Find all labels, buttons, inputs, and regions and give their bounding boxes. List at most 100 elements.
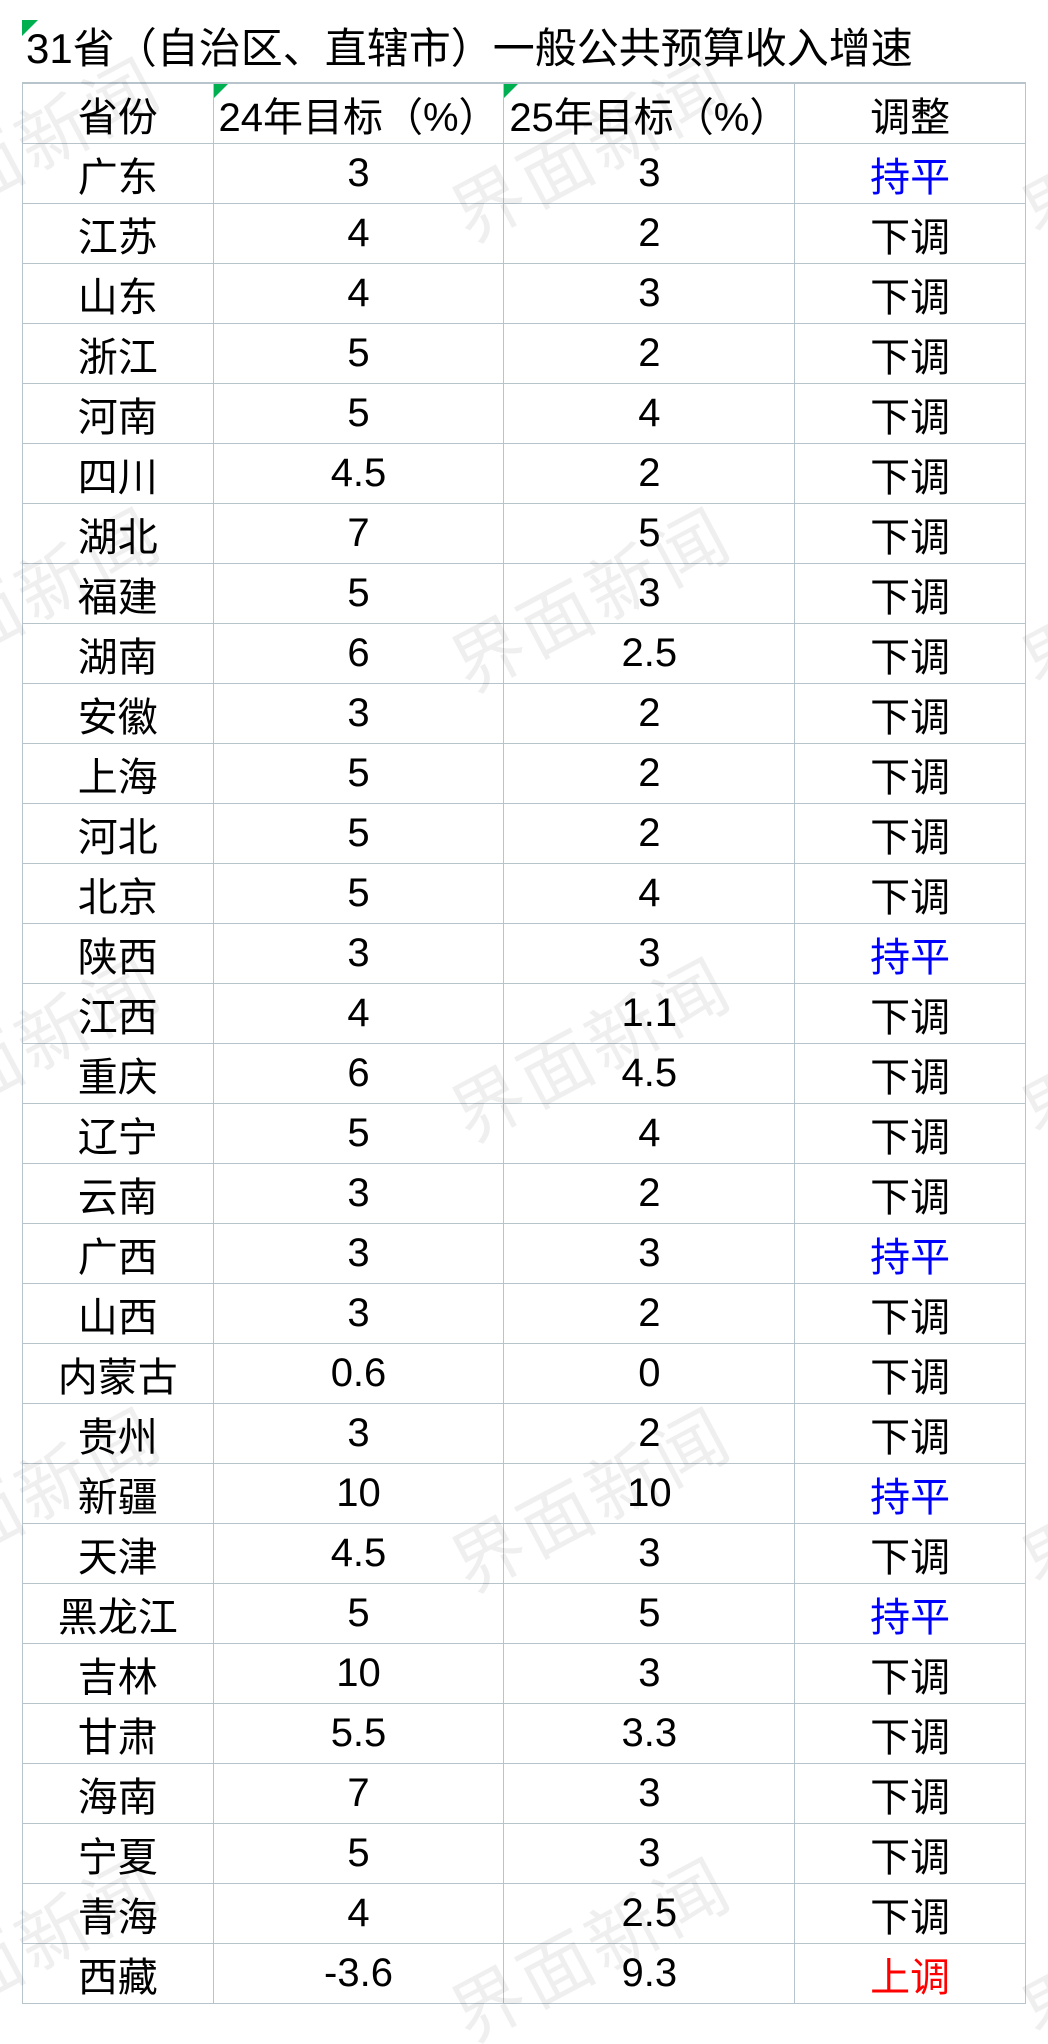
cell-2025-target: 3 [504,1764,795,1824]
cell-2025-target: 2 [504,744,795,804]
table-row: 黑龙江55持平 [23,1584,1026,1644]
cell-2024-target: 6 [213,624,504,684]
cell-province: 浙江 [23,324,214,384]
cell-2024-target: 4 [213,204,504,264]
cell-2025-target: 2 [504,204,795,264]
cell-adjustment: 下调 [795,1044,1026,1104]
table-row: 湖南62.5下调 [23,624,1026,684]
cell-2024-target: 3 [213,684,504,744]
cell-2025-target: 3 [504,1524,795,1584]
cell-province: 天津 [23,1524,214,1584]
cell-2024-target: 3 [213,1164,504,1224]
cell-2024-target: 5 [213,1824,504,1884]
cell-2025-target: 2 [504,1164,795,1224]
cell-2025-target: 4 [504,864,795,924]
cell-province: 重庆 [23,1044,214,1104]
cell-2025-target: 4 [504,384,795,444]
table-row: 宁夏53下调 [23,1824,1026,1884]
cell-province: 江西 [23,984,214,1044]
cell-adjustment: 下调 [795,1524,1026,1584]
table-row: 内蒙古0.60下调 [23,1344,1026,1404]
budget-table: 省份 24年目标（%） 25年目标（%） 调整 广东33持平江苏42下调山东43… [22,83,1026,2004]
table-row: 海南73下调 [23,1764,1026,1824]
cell-adjustment: 下调 [795,1404,1026,1464]
cell-province: 河南 [23,384,214,444]
cell-2024-target: -3.6 [213,1944,504,2004]
cell-province: 湖北 [23,504,214,564]
cell-2024-target: 5 [213,324,504,384]
cell-2024-target: 10 [213,1464,504,1524]
table-row: 吉林103下调 [23,1644,1026,1704]
cell-2024-target: 3 [213,1404,504,1464]
table-row: 河北52下调 [23,804,1026,864]
cell-2025-target: 5 [504,1584,795,1644]
cell-2025-target: 0 [504,1344,795,1404]
cell-adjustment: 下调 [795,1164,1026,1224]
table-row: 上海52下调 [23,744,1026,804]
cell-adjustment: 下调 [795,1824,1026,1884]
cell-2025-target: 3 [504,1644,795,1704]
table-row: 青海42.5下调 [23,1884,1026,1944]
cell-2025-target: 3 [504,144,795,204]
cell-2024-target: 5 [213,564,504,624]
cell-province: 新疆 [23,1464,214,1524]
cell-2025-target: 3 [504,924,795,984]
cell-adjustment: 持平 [795,1464,1026,1524]
cell-province: 陕西 [23,924,214,984]
cell-adjustment: 下调 [795,684,1026,744]
cell-adjustment: 下调 [795,384,1026,444]
cell-adjustment: 下调 [795,504,1026,564]
cell-2025-target: 9.3 [504,1944,795,2004]
cell-2025-target: 3 [504,564,795,624]
cell-2024-target: 5 [213,384,504,444]
cell-adjustment: 下调 [795,1344,1026,1404]
cell-adjustment: 持平 [795,1584,1026,1644]
table-row: 北京54下调 [23,864,1026,924]
cell-2025-target: 4 [504,1104,795,1164]
cell-2024-target: 10 [213,1644,504,1704]
page-container: 31省（自治区、直辖市）一般公共预算收入增速 省份 24年目标（%） 25年目标… [0,0,1048,2044]
cell-adjustment: 下调 [795,324,1026,384]
cell-adjustment: 持平 [795,924,1026,984]
table-row: 陕西33持平 [23,924,1026,984]
cell-adjustment: 下调 [795,744,1026,804]
cell-2025-target: 5 [504,504,795,564]
cell-adjustment: 下调 [795,804,1026,864]
table-row: 甘肃5.53.3下调 [23,1704,1026,1764]
cell-2024-target: 5 [213,864,504,924]
cell-2024-target: 5.5 [213,1704,504,1764]
cell-2024-target: 4.5 [213,1524,504,1584]
cell-adjustment: 下调 [795,1884,1026,1944]
table-row: 福建53下调 [23,564,1026,624]
col-header-2024-target: 24年目标（%） [213,84,504,144]
cell-province: 辽宁 [23,1104,214,1164]
table-row: 江西41.1下调 [23,984,1026,1044]
table-row: 新疆1010持平 [23,1464,1026,1524]
col-header-province: 省份 [23,84,214,144]
cell-adjustment: 下调 [795,864,1026,924]
cell-adjustment: 下调 [795,564,1026,624]
cell-2025-target: 10 [504,1464,795,1524]
cell-province: 甘肃 [23,1704,214,1764]
cell-adjustment: 下调 [795,264,1026,324]
table-row: 四川4.52下调 [23,444,1026,504]
cell-2025-target: 3 [504,264,795,324]
table-row: 云南32下调 [23,1164,1026,1224]
cell-province: 云南 [23,1164,214,1224]
cell-2024-target: 3 [213,1224,504,1284]
cell-2025-target: 3.3 [504,1704,795,1764]
cell-adjustment: 下调 [795,984,1026,1044]
cell-province: 福建 [23,564,214,624]
table-row: 浙江52下调 [23,324,1026,384]
col-header-2025-target: 25年目标（%） [504,84,795,144]
cell-adjustment: 持平 [795,1224,1026,1284]
table-row: 天津4.53下调 [23,1524,1026,1584]
cell-2025-target: 4.5 [504,1044,795,1104]
cell-adjustment: 下调 [795,624,1026,684]
table-row: 山西32下调 [23,1284,1026,1344]
cell-province: 海南 [23,1764,214,1824]
cell-province: 青海 [23,1884,214,1944]
cell-province: 山东 [23,264,214,324]
cell-province: 河北 [23,804,214,864]
cell-2025-target: 3 [504,1224,795,1284]
